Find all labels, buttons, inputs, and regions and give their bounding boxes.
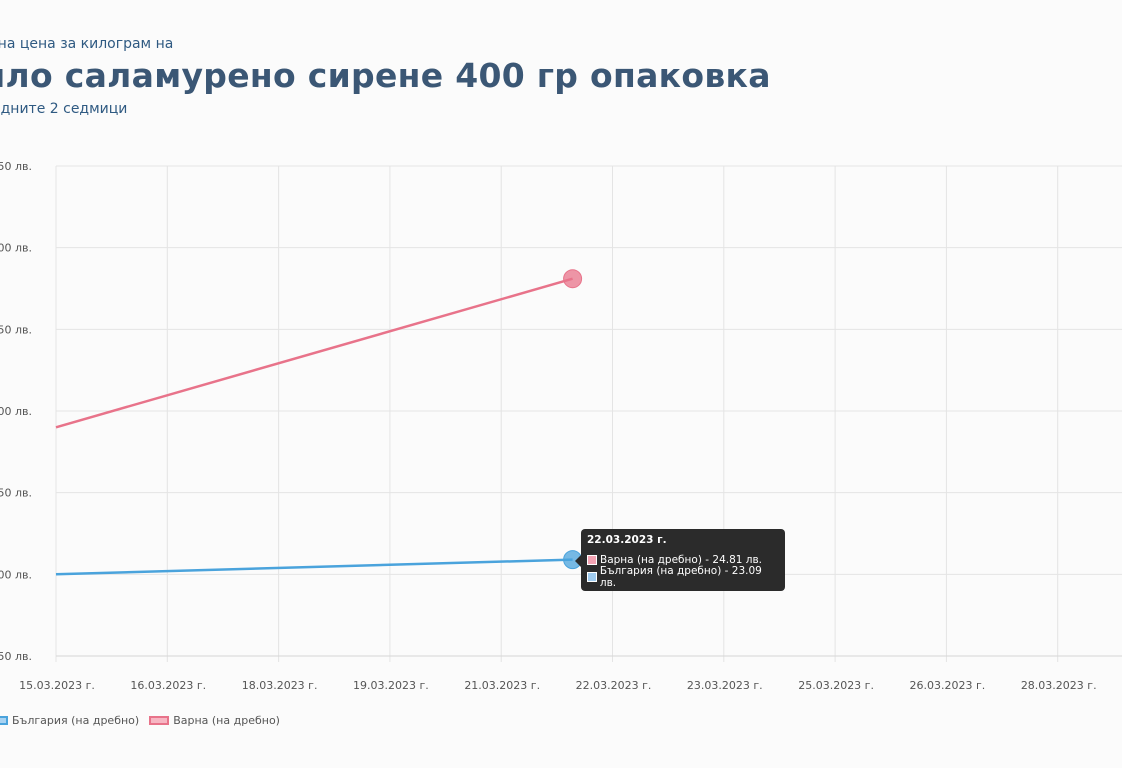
legend-swatch-varna [149,716,170,725]
y-tick-label: 00 лв. [0,242,32,255]
y-tick-label: 00 лв. [0,568,32,581]
legend-item-bulgaria[interactable]: България (на дребно) [0,714,139,727]
legend-label-varna: Варна (на дребно) [173,714,280,727]
data-point-varna [563,269,583,289]
tooltip-row: Варна (на дребно) - 24.81 лв. [587,551,779,568]
legend-swatch-bulgaria [0,716,8,725]
series-line-varna [55,277,573,429]
tooltip-swatch-bulgaria [587,571,597,582]
price-line-chart: 50 лв. 00 лв. 50 лв. 00 лв. 50 лв. 00 лв. 50 л… [0,160,1122,692]
x-tick-label: 25.03.2023 г. [798,679,874,692]
x-tick-label: 23.03.2023 г. [687,679,763,692]
x-tick-label: 21.03.2023 г. [464,679,540,692]
y-tick-label: 00 лв. [0,405,32,418]
chart-legend: България (на дребно) Варна (на дребно) [0,714,290,727]
x-tick-label: 15.03.2023 г. [19,679,95,692]
x-tick-label: 26.03.2023 г. [910,679,986,692]
chart-subtitle: едните 2 седмици [0,101,128,117]
y-tick-label: 50 лв. [0,323,32,336]
y-tick-label: 50 лв. [0,487,32,500]
y-tick-label: 50 лв. [0,650,32,663]
legend-item-varna[interactable]: Варна (на дребно) [149,714,280,727]
tooltip-date: 22.03.2023 г. [587,534,667,546]
x-tick-label: 18.03.2023 г. [242,679,318,692]
tooltip-row-varna: Варна (на дребно) - 24.81 лв. [600,553,763,566]
tooltip-row-bulgaria: България (на дребно) - 23.09 лв. [599,564,762,589]
series-line-bulgaria [55,558,573,576]
chart-title: яло саламурено сирене 400 гр опаковка [0,56,771,95]
chart-tooltip: 22.03.2023 г. Варна (на дребно) - 24.81 … [575,529,785,591]
x-tick-label: 16.03.2023 г. [130,679,206,692]
tooltip-row: България (на дребно) - 23.09 лв. [587,565,779,589]
x-tick-label: 22.03.2023 г. [576,679,652,692]
legend-label-bulgaria: България (на дребно) [12,714,140,727]
x-tick-label: 28.03.2023 г. [1021,679,1097,692]
chart-kicker: дна цена за килограм на [0,36,174,52]
y-tick-label: 50 лв. [0,160,32,173]
tooltip-swatch-varna [587,554,597,565]
x-tick-label: 19.03.2023 г. [353,679,429,692]
chart-header: дна цена за килограм на яло саламурено с… [0,0,1122,130]
